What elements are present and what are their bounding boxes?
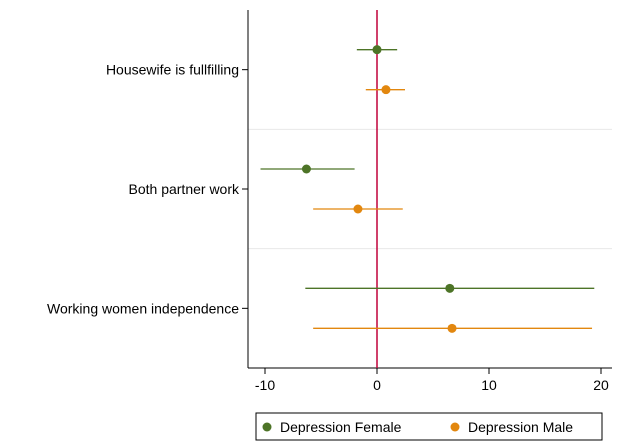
category-separators bbox=[248, 128, 612, 250]
legend-label: Depression Female bbox=[280, 419, 402, 435]
point-estimate bbox=[372, 45, 382, 55]
point-estimate bbox=[447, 323, 457, 333]
y-tick-group: Housewife is fullfilling Both partner wor… bbox=[47, 62, 248, 316]
x-tick-label: 0 bbox=[373, 377, 381, 393]
series-marks bbox=[260, 45, 595, 333]
x-tick-label: 20 bbox=[593, 377, 609, 393]
point-estimate bbox=[445, 283, 455, 293]
point-estimate bbox=[353, 204, 363, 214]
legend-marker bbox=[262, 422, 272, 432]
x-tick-label: 10 bbox=[481, 377, 497, 393]
point-estimate bbox=[381, 85, 391, 95]
x-tick-group: -10 0 10 20 bbox=[255, 368, 609, 393]
y-tick-label: Working women independence bbox=[47, 300, 239, 316]
x-tick-label: -10 bbox=[255, 377, 275, 393]
y-tick-label: Housewife is fullfilling bbox=[106, 62, 239, 78]
legend-label: Depression Male bbox=[468, 419, 573, 435]
legend: Depression Female Depression Male bbox=[255, 412, 603, 441]
y-tick-label: Both partner work bbox=[129, 181, 240, 197]
legend-box bbox=[255, 412, 603, 441]
legend-marker bbox=[450, 422, 460, 432]
point-estimate bbox=[301, 164, 311, 174]
axes bbox=[247, 10, 612, 369]
